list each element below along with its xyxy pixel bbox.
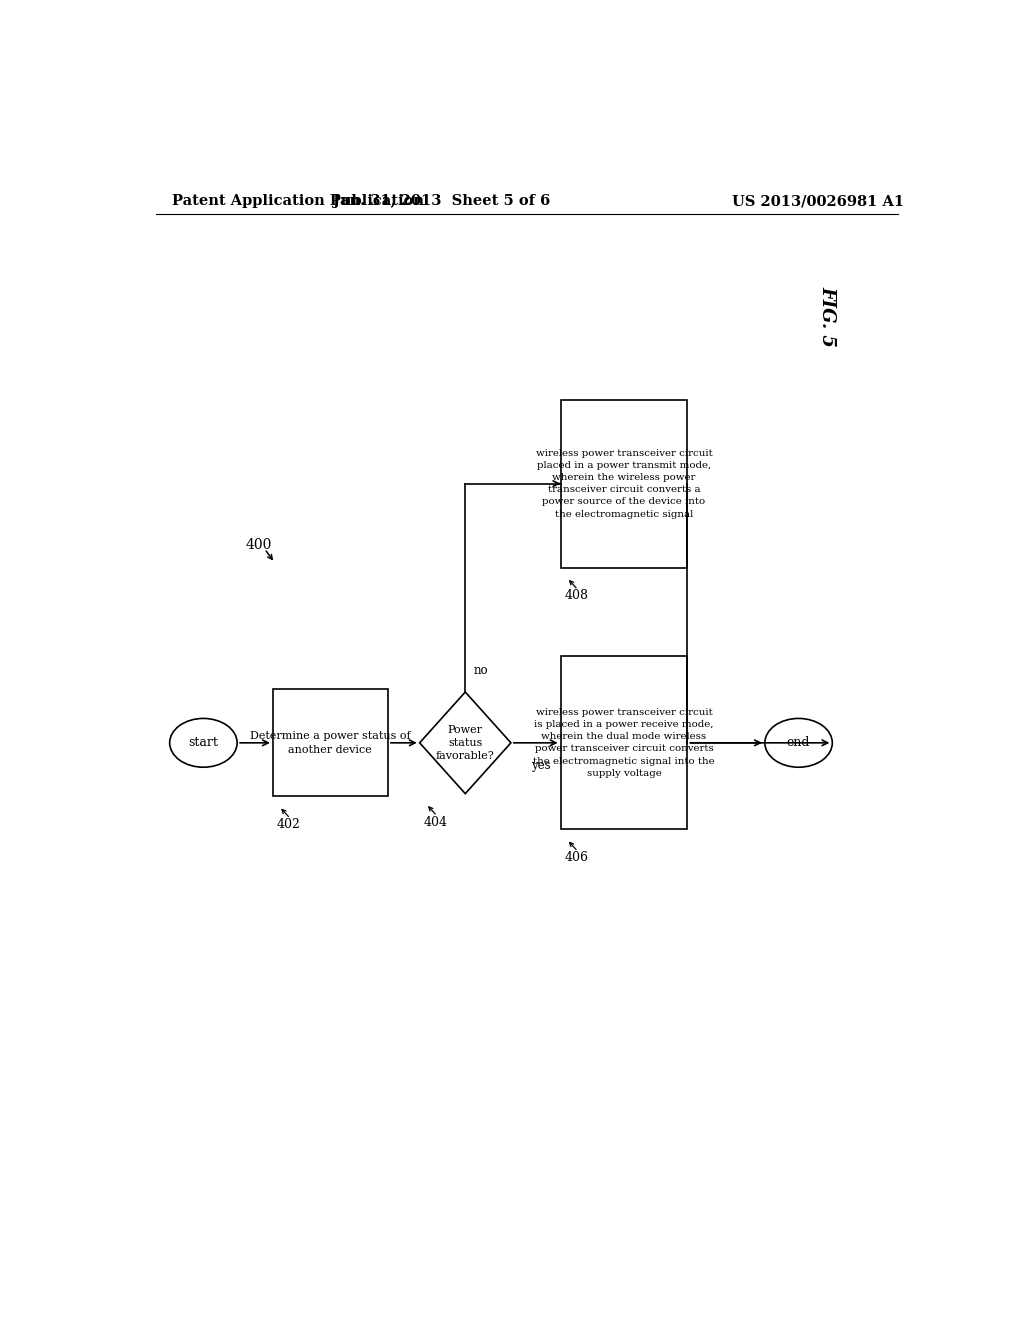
Text: US 2013/0026981 A1: US 2013/0026981 A1 <box>732 194 904 209</box>
Text: 404: 404 <box>424 816 447 829</box>
Text: wireless power transceiver circuit
placed in a power transmit mode,
wherein the : wireless power transceiver circuit place… <box>536 449 713 519</box>
Text: Determine a power status of
another device: Determine a power status of another devi… <box>250 731 411 755</box>
Text: 408: 408 <box>564 590 589 602</box>
Text: Jan. 31, 2013  Sheet 5 of 6: Jan. 31, 2013 Sheet 5 of 6 <box>333 194 550 209</box>
Text: wireless power transceiver circuit
is placed in a power receive mode,
wherein th: wireless power transceiver circuit is pl… <box>534 708 715 777</box>
Text: no: no <box>473 664 487 677</box>
Text: end: end <box>786 737 810 750</box>
Text: yes: yes <box>530 759 550 772</box>
Text: start: start <box>188 737 218 750</box>
Text: 402: 402 <box>276 818 301 832</box>
Text: 406: 406 <box>564 851 589 865</box>
Text: Patent Application Publication: Patent Application Publication <box>172 194 424 209</box>
Text: Power
status
favorable?: Power status favorable? <box>436 725 495 762</box>
Text: 400: 400 <box>246 537 271 552</box>
Text: FIG. 5: FIG. 5 <box>818 285 837 346</box>
